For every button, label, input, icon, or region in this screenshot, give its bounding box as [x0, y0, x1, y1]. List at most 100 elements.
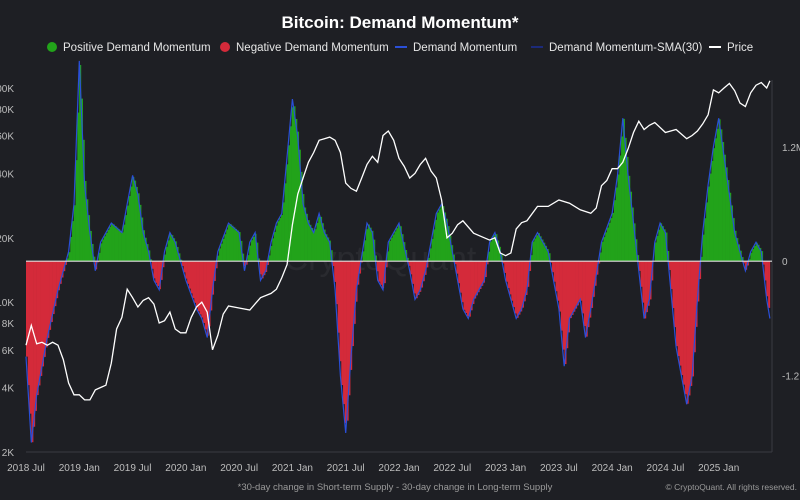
demand-momentum-bar — [397, 224, 401, 262]
demand-momentum-bar — [745, 261, 748, 270]
demand-momentum-bar — [683, 261, 686, 385]
demand-momentum-bar — [236, 230, 239, 262]
demand-momentum-bar — [36, 261, 39, 396]
demand-momentum-bar — [135, 186, 138, 262]
demand-momentum-bar — [318, 216, 321, 262]
demand-momentum-bar — [468, 261, 471, 317]
demand-momentum-bar — [247, 255, 250, 262]
x-tick-label: 2020 Jul — [220, 463, 258, 474]
demand-momentum-bar — [339, 261, 342, 362]
demand-momentum-bar — [123, 224, 126, 262]
demand-momentum-bar — [155, 261, 158, 283]
demand-momentum-bar — [144, 237, 147, 262]
x-tick-label: 2024 Jul — [647, 463, 685, 474]
demand-momentum-bar — [695, 261, 698, 327]
credit: © CryptoQuant. All rights reserved. — [666, 482, 797, 492]
demand-momentum-bar — [227, 224, 230, 262]
left-tick-label: 10K — [0, 298, 14, 309]
demand-momentum-bar — [525, 261, 528, 295]
demand-momentum-bar — [668, 261, 671, 271]
demand-momentum-bar — [204, 261, 207, 330]
demand-momentum-bar — [649, 261, 652, 300]
demand-momentum-bar — [151, 261, 154, 269]
demand-momentum-bar — [34, 261, 37, 411]
demand-momentum-bar — [443, 212, 447, 262]
demand-momentum-bar — [612, 212, 615, 262]
demand-momentum-bar — [366, 229, 369, 262]
demand-momentum-bar — [164, 254, 167, 262]
demand-momentum-bar — [153, 261, 156, 279]
demand-momentum-bar — [167, 240, 170, 262]
legend-item: Price — [709, 42, 753, 54]
demand-momentum-bar — [233, 227, 236, 262]
demand-momentum-bar — [714, 138, 718, 262]
demand-momentum-bar — [658, 229, 661, 262]
demand-momentum-bar — [505, 261, 509, 282]
demand-momentum-bar — [243, 261, 246, 267]
demand-momentum-bar — [238, 232, 241, 262]
demand-momentum-bar — [327, 237, 330, 262]
demand-momentum-bar — [304, 207, 307, 262]
demand-momentum-bar — [351, 261, 354, 347]
demand-momentum-bar — [490, 241, 493, 262]
demand-momentum-bar — [226, 229, 229, 262]
demand-momentum-bar — [569, 261, 572, 319]
demand-momentum-bar — [57, 261, 60, 291]
demand-momentum-bar — [169, 234, 172, 262]
demand-momentum-bar — [355, 261, 358, 302]
demand-momentum-bar — [472, 261, 475, 304]
demand-momentum-bar — [534, 238, 537, 262]
demand-momentum-bar — [523, 261, 526, 302]
demand-momentum-bar — [449, 235, 452, 262]
demand-momentum-bar — [704, 218, 707, 262]
demand-momentum-bar — [121, 232, 124, 262]
demand-momentum-bar — [176, 246, 179, 262]
demand-momentum-bar — [621, 136, 624, 262]
demand-momentum-bar — [619, 155, 622, 262]
demand-momentum-bar — [539, 236, 542, 262]
left-tick-label: 80K — [0, 105, 14, 116]
demand-momentum-bar — [546, 249, 549, 262]
demand-momentum-bar — [606, 227, 609, 262]
demand-momentum-bar — [41, 261, 45, 367]
demand-momentum-bar — [33, 261, 36, 427]
demand-momentum-bar — [433, 229, 436, 262]
demand-momentum-bar — [231, 225, 234, 262]
demand-momentum-bar — [61, 261, 64, 278]
demand-momentum-bar — [26, 261, 29, 357]
demand-momentum-bar — [277, 221, 280, 262]
x-tick-label: 2020 Jan — [165, 463, 206, 474]
plot-area — [25, 60, 772, 443]
demand-momentum-bar — [325, 234, 328, 262]
demand-momentum-bar — [323, 229, 326, 262]
demand-momentum-bar — [675, 261, 679, 347]
demand-momentum-bar — [288, 145, 291, 262]
demand-momentum-bar — [387, 251, 390, 262]
demand-momentum-bar — [73, 205, 76, 262]
demand-momentum-bar — [707, 186, 710, 262]
demand-momentum-bar — [118, 229, 121, 262]
demand-momentum-bar — [757, 244, 760, 262]
x-tick-label: 2023 Jul — [540, 463, 578, 474]
left-tick-label: 6K — [2, 346, 15, 357]
demand-momentum-bar — [381, 261, 385, 289]
demand-momentum-bar — [335, 261, 339, 305]
demand-momentum-bar — [713, 148, 716, 262]
demand-momentum-bar — [481, 261, 484, 286]
demand-momentum-bar — [716, 128, 719, 262]
demand-momentum-bar — [72, 221, 75, 262]
left-tick-label: 4K — [2, 384, 15, 395]
demand-momentum-bar — [139, 204, 142, 262]
demand-momentum-bar — [458, 261, 461, 284]
x-tick-label: 2022 Jul — [433, 463, 471, 474]
demand-momentum-bar — [162, 261, 165, 268]
demand-momentum-bar — [645, 261, 648, 313]
demand-momentum-bar — [615, 187, 618, 262]
demand-momentum-bar — [374, 255, 377, 262]
demand-momentum-bar — [114, 226, 117, 262]
demand-momentum-bar — [165, 246, 168, 262]
demand-momentum-bar — [272, 238, 275, 262]
demand-momentum-bar — [371, 230, 374, 262]
demand-momentum-bar — [684, 261, 687, 395]
